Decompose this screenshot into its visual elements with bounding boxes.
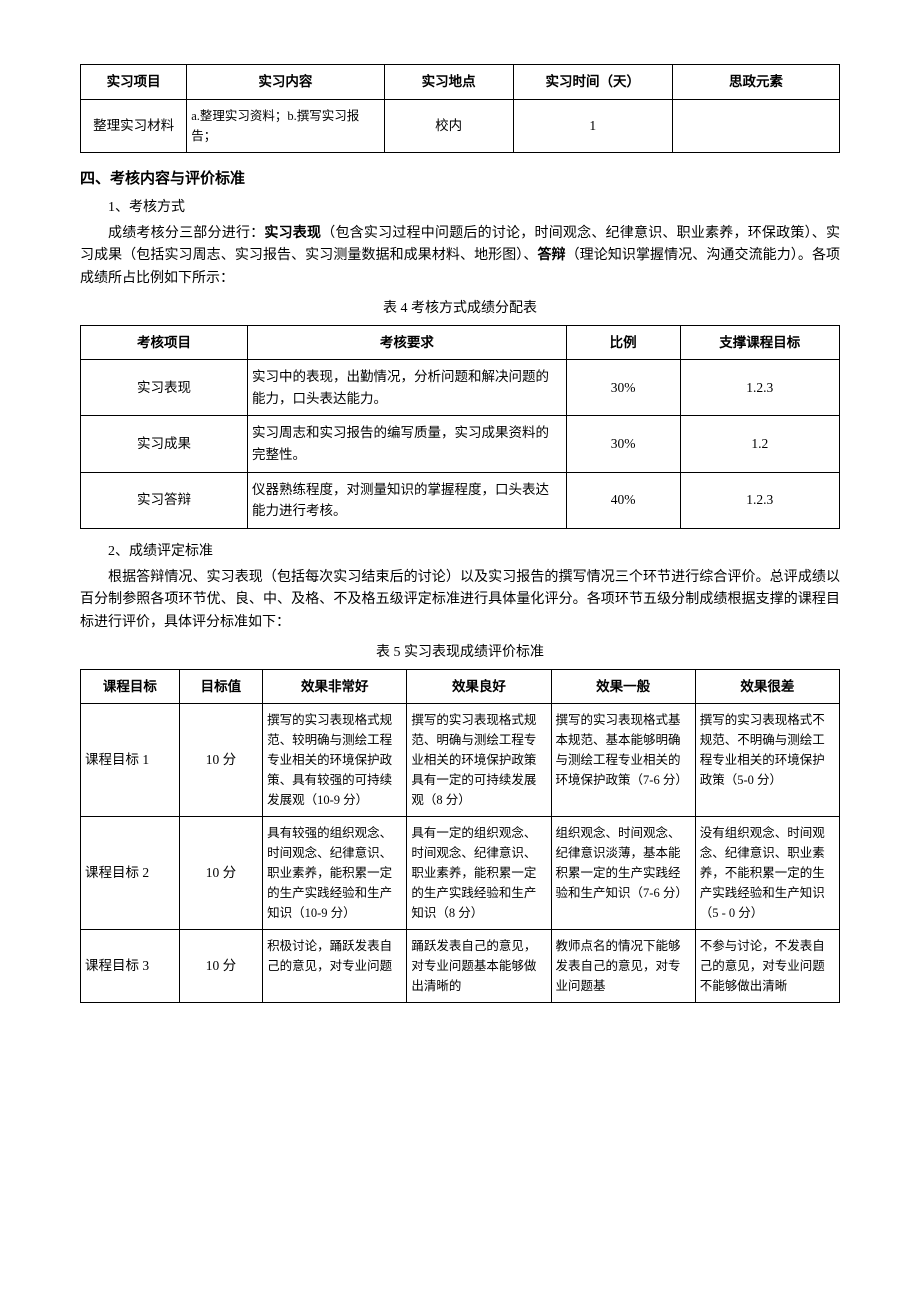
th-item: 考核项目 [81,325,248,360]
cell: 撰写的实习表现格式规范、较明确与测绘工程专业相关的环境保护政策、具有较强的可持续… [263,704,407,817]
th-content: 实习内容 [187,65,384,100]
cell: 课程目标 1 [81,704,180,817]
cell-project: 整理实习材料 [81,99,187,152]
th: 目标值 [179,669,262,704]
th-ratio: 比例 [566,325,680,360]
cell: 具有较强的组织观念、时间观念、纪律意识、职业素养，能积累一定的生产实践经验和生产… [263,817,407,930]
table5-caption: 表 5 实习表现成绩评价标准 [80,642,840,664]
table-row: 实习表现 实习中的表现，出勤情况，分析问题和解决问题的能力，口头表达能力。 30… [81,360,840,416]
cell: 实习中的表现，出勤情况，分析问题和解决问题的能力，口头表达能力。 [247,360,566,416]
table-performance-criteria: 课程目标 目标值 效果非常好 效果良好 效果一般 效果很差 课程目标 1 10 … [80,669,840,1004]
th-sizheng: 思政元素 [672,65,839,100]
th-support: 支撑课程目标 [680,325,839,360]
section-4-title: 四、考核内容与评价标准 [80,167,840,191]
cell-location: 校内 [384,99,513,152]
cell: 撰写的实习表现格式基本规范、基本能够明确与测绘工程专业相关的环境保护政策（7-6… [551,704,695,817]
cell-sizheng [672,99,839,152]
cell: 组织观念、时间观念、纪律意识淡薄，基本能积累一定的生产实践经验和生产知识（7-6… [551,817,695,930]
cell: 10 分 [179,704,262,817]
cell: 踊跃发表自己的意见，对专业问题基本能够做出清晰的 [407,930,551,1003]
th: 效果非常好 [263,669,407,704]
table-header-row: 实习项目 实习内容 实习地点 实习时间（天） 思政元素 [81,65,840,100]
sub2-paragraph: 根据答辩情况、实习表现（包括每次实习结束后的讨论）以及实习报告的撰写情况三个环节… [80,567,840,634]
para-bold2: 答辩 [537,248,565,263]
cell: 仪器熟练程度，对测量知识的掌握程度，口头表达能力进行考核。 [247,472,566,528]
cell: 具有一定的组织观念、时间观念、纪律意识、职业素养，能积累一定的生产实践经验和生产… [407,817,551,930]
cell: 课程目标 2 [81,817,180,930]
table-row: 课程目标 2 10 分 具有较强的组织观念、时间观念、纪律意识、职业素养，能积累… [81,817,840,930]
cell: 10 分 [179,817,262,930]
th: 课程目标 [81,669,180,704]
sub1-paragraph: 成绩考核分三部分进行：实习表现（包含实习过程中问题后的讨论，时间观念、纪律意识、… [80,223,840,290]
th: 效果很差 [695,669,839,704]
table-row: 实习成果 实习周志和实习报告的编写质量，实习成果资料的完整性。 30% 1.2 [81,416,840,472]
cell: 没有组织观念、时间观念、纪律意识、职业素养，不能积累一定的生产实践经验和生产知识… [695,817,839,930]
cell: 实习成果 [81,416,248,472]
cell: 教师点名的情况下能够发表自己的意见，对专业问题基 [551,930,695,1003]
cell: 积极讨论，踊跃发表自己的意见，对专业问题 [263,930,407,1003]
cell: 10 分 [179,930,262,1003]
cell-time: 1 [513,99,672,152]
cell: 实习答辩 [81,472,248,528]
sub1-title: 1、考核方式 [80,197,840,219]
cell: 40% [566,472,680,528]
cell: 实习周志和实习报告的编写质量，实习成果资料的完整性。 [247,416,566,472]
sub2-title: 2、成绩评定标准 [80,541,840,563]
para-pre: 成绩考核分三部分进行： [108,226,264,241]
cell: 实习表现 [81,360,248,416]
table-row: 实习答辩 仪器熟练程度，对测量知识的掌握程度，口头表达能力进行考核。 40% 1… [81,472,840,528]
th-project: 实习项目 [81,65,187,100]
th-time: 实习时间（天） [513,65,672,100]
cell: 30% [566,416,680,472]
cell: 课程目标 3 [81,930,180,1003]
table-row: 课程目标 3 10 分 积极讨论，踊跃发表自己的意见，对专业问题 踊跃发表自己的… [81,930,840,1003]
table-header-row: 考核项目 考核要求 比例 支撑课程目标 [81,325,840,360]
cell: 1.2.3 [680,472,839,528]
cell-content: a.整理实习资料；b.撰写实习报告； [187,99,384,152]
th-requirement: 考核要求 [247,325,566,360]
cell: 1.2.3 [680,360,839,416]
table-row: 课程目标 1 10 分 撰写的实习表现格式规范、较明确与测绘工程专业相关的环境保… [81,704,840,817]
cell: 不参与讨论，不发表自己的意见，对专业问题不能够做出清晰 [695,930,839,1003]
table-assessment-distribution: 考核项目 考核要求 比例 支撑课程目标 实习表现 实习中的表现，出勤情况，分析问… [80,325,840,529]
table-header-row: 课程目标 目标值 效果非常好 效果良好 效果一般 效果很差 [81,669,840,704]
th-location: 实习地点 [384,65,513,100]
cell: 撰写的实习表现格式规范、明确与测绘工程专业相关的环境保护政策具有一定的可持续发展… [407,704,551,817]
cell: 撰写的实习表现格式不规范、不明确与测绘工程专业相关的环境保护政策（5-0 分） [695,704,839,817]
table-practice-items: 实习项目 实习内容 实习地点 实习时间（天） 思政元素 整理实习材料 a.整理实… [80,64,840,153]
cell: 1.2 [680,416,839,472]
cell: 30% [566,360,680,416]
th: 效果良好 [407,669,551,704]
para-bold1: 实习表现 [264,226,321,241]
th: 效果一般 [551,669,695,704]
table4-caption: 表 4 考核方式成绩分配表 [80,298,840,320]
table-row: 整理实习材料 a.整理实习资料；b.撰写实习报告； 校内 1 [81,99,840,152]
